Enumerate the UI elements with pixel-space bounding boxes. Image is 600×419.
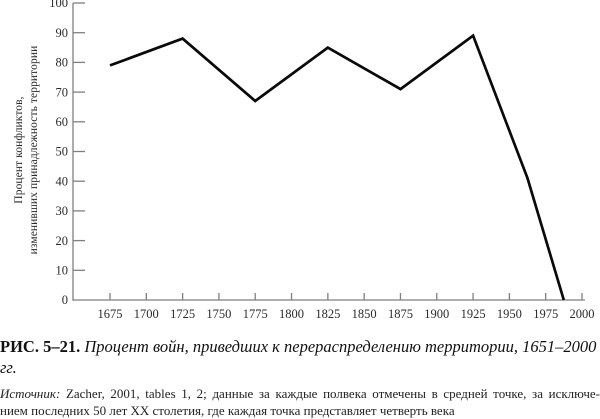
y-tick-label: 10 bbox=[56, 264, 69, 278]
data-line-series bbox=[110, 36, 564, 300]
y-tick-label: 30 bbox=[56, 204, 69, 218]
x-tick-label: 1975 bbox=[533, 307, 558, 321]
line-chart: 0 10 20 30 40 50 60 70 80 90 100 1675 1700 1725 1750 17… bbox=[0, 0, 600, 330]
y-tick-label: 100 bbox=[49, 0, 68, 10]
figure-source-line1-text: Zacher, 2001, tables 1, 2; данные за каж… bbox=[66, 386, 600, 401]
x-tick-label: 1925 bbox=[461, 307, 486, 321]
figure-source-line1: Источник: Zacher, 2001, tables 1, 2; дан… bbox=[0, 386, 600, 403]
figure-caption: РИС. 5–21. Процент войн, приведших к пер… bbox=[0, 336, 598, 378]
figure-source-prefix: Источник: bbox=[0, 386, 60, 401]
x-tick-label: 1775 bbox=[243, 307, 268, 321]
figure-caption-title-part1: Процент войн, приведших к перераспределе… bbox=[84, 337, 518, 356]
x-tick-label: 1875 bbox=[388, 307, 413, 321]
x-tick-label: 2000 bbox=[570, 307, 595, 321]
x-tick-label: 1850 bbox=[352, 307, 377, 321]
y-tick-label: 0 bbox=[62, 293, 68, 307]
figure-source: Источник: Zacher, 2001, tables 1, 2; дан… bbox=[0, 386, 600, 419]
y-tick-label: 80 bbox=[56, 56, 69, 70]
y-tick-label: 20 bbox=[56, 234, 69, 248]
x-tick-label: 1950 bbox=[497, 307, 522, 321]
x-tick-label: 1750 bbox=[206, 307, 231, 321]
x-tick-label: 1900 bbox=[424, 307, 449, 321]
figure-source-line2: нием последних 50 лет XX столетия, где к… bbox=[0, 403, 600, 419]
figure-caption-number: РИС. 5–21. bbox=[0, 337, 80, 356]
y-axis-label-line1: Процент конфликтов, bbox=[12, 0, 27, 300]
y-tick-label: 70 bbox=[56, 85, 69, 99]
y-axis-label-line2: изменивших принадлежность территории bbox=[27, 0, 42, 300]
figure-chart: 0 10 20 30 40 50 60 70 80 90 100 1675 1700 1725 1750 17… bbox=[0, 0, 600, 330]
y-tick-label: 90 bbox=[56, 26, 69, 40]
y-tick-label: 60 bbox=[56, 115, 69, 129]
y-tick-label: 50 bbox=[56, 145, 69, 159]
y-axis-label: Процент конфликтов, изменивших принадлеж… bbox=[12, 0, 44, 300]
x-tick-label: 1800 bbox=[279, 307, 304, 321]
y-tick-label: 40 bbox=[56, 174, 69, 188]
x-tick-label: 1825 bbox=[315, 307, 340, 321]
x-tick-label: 1725 bbox=[170, 307, 195, 321]
x-tick-label: 1675 bbox=[98, 307, 123, 321]
x-tick-label: 1700 bbox=[134, 307, 159, 321]
